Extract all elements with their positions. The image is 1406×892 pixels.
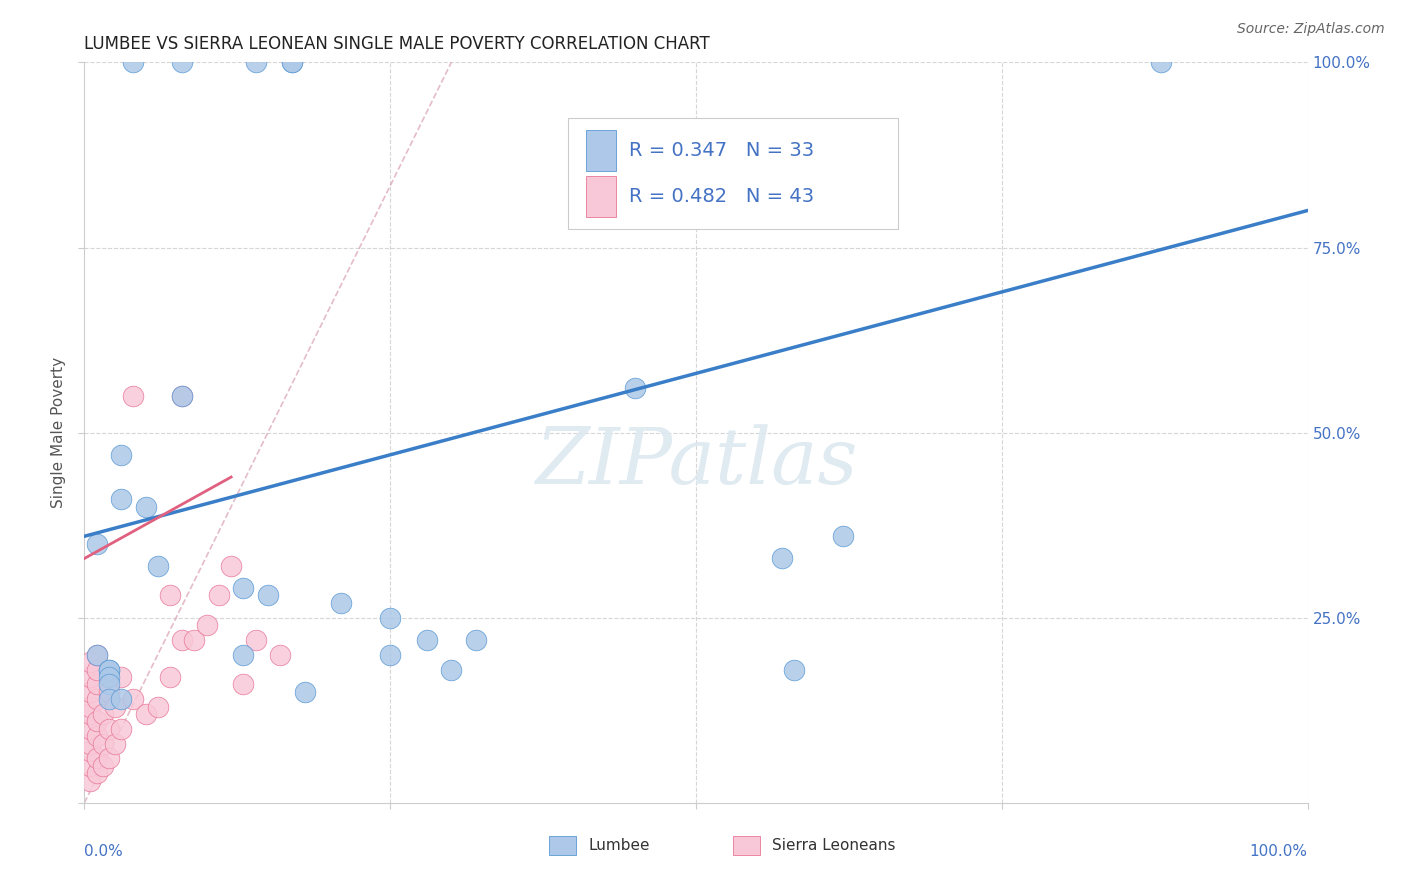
Point (79, 744, 101, 758)
FancyBboxPatch shape (586, 176, 616, 217)
Point (232, 581, 254, 595)
Point (86, 536, 108, 550)
Text: 0.0%: 0.0% (84, 844, 124, 858)
Point (104, 699, 127, 714)
Text: ZIPatlas: ZIPatlas (534, 424, 858, 500)
Point (122, 692, 145, 706)
Point (159, 589, 181, 603)
Point (86, 714, 108, 729)
FancyBboxPatch shape (550, 836, 576, 855)
Point (146, 699, 169, 714)
Point (122, 388, 145, 402)
Point (110, 692, 132, 706)
Point (104, 737, 127, 751)
Point (86, 663, 108, 677)
Point (97, 751, 120, 765)
Point (91, 737, 114, 751)
Text: R = 0.347   N = 33: R = 0.347 N = 33 (628, 141, 814, 161)
Point (232, 648, 254, 662)
Point (232, 677, 254, 691)
Point (97, 663, 120, 677)
Point (770, 551, 793, 566)
Text: R = 0.482   N = 43: R = 0.482 N = 43 (628, 186, 814, 206)
Point (219, 558, 242, 573)
Y-axis label: Single Male Poverty: Single Male Poverty (51, 357, 66, 508)
Point (110, 492, 132, 507)
Point (79, 706, 101, 721)
Point (79, 699, 101, 714)
Point (97, 670, 120, 684)
Point (440, 663, 463, 677)
Text: 100.0%: 100.0% (1250, 844, 1308, 858)
Point (97, 722, 120, 736)
Point (172, 388, 194, 402)
Point (110, 670, 132, 684)
Point (281, 55, 304, 70)
Point (281, 55, 304, 70)
Point (269, 648, 291, 662)
Point (86, 751, 108, 765)
Point (831, 529, 853, 543)
Point (135, 706, 157, 721)
Point (110, 722, 132, 736)
Point (172, 632, 194, 647)
Point (330, 596, 353, 610)
Point (294, 685, 316, 699)
Point (122, 55, 145, 70)
Point (86, 677, 108, 691)
Point (380, 648, 402, 662)
Point (380, 610, 402, 624)
FancyBboxPatch shape (733, 836, 759, 855)
Point (79, 737, 101, 751)
Point (624, 381, 647, 395)
Point (86, 648, 108, 662)
Point (79, 670, 101, 684)
Point (91, 706, 114, 721)
Point (97, 677, 120, 691)
Text: LUMBEE VS SIERRA LEONEAN SINGLE MALE POVERTY CORRELATION CHART: LUMBEE VS SIERRA LEONEAN SINGLE MALE POV… (84, 35, 710, 53)
FancyBboxPatch shape (568, 118, 898, 229)
Text: Lumbee: Lumbee (588, 838, 650, 853)
Text: Sierra Leoneans: Sierra Leoneans (772, 838, 896, 853)
FancyBboxPatch shape (586, 130, 616, 171)
Point (146, 558, 169, 573)
Point (416, 632, 439, 647)
Point (86, 648, 108, 662)
Point (86, 766, 108, 780)
Point (97, 685, 120, 699)
Point (257, 589, 280, 603)
Point (79, 758, 101, 772)
Point (783, 663, 806, 677)
Point (135, 500, 157, 514)
Point (79, 655, 101, 669)
Point (245, 55, 267, 70)
Point (79, 685, 101, 699)
Point (91, 758, 114, 772)
Point (208, 589, 231, 603)
Point (1150, 55, 1173, 70)
Point (86, 729, 108, 743)
Point (97, 692, 120, 706)
Point (195, 618, 218, 632)
Point (172, 388, 194, 402)
Point (110, 448, 132, 462)
Point (464, 632, 486, 647)
Text: Source: ZipAtlas.com: Source: ZipAtlas.com (1237, 22, 1385, 37)
Point (245, 632, 267, 647)
Point (79, 773, 101, 788)
Point (97, 663, 120, 677)
Point (183, 632, 205, 647)
Point (172, 55, 194, 70)
Point (86, 692, 108, 706)
Point (159, 670, 181, 684)
Point (79, 722, 101, 736)
